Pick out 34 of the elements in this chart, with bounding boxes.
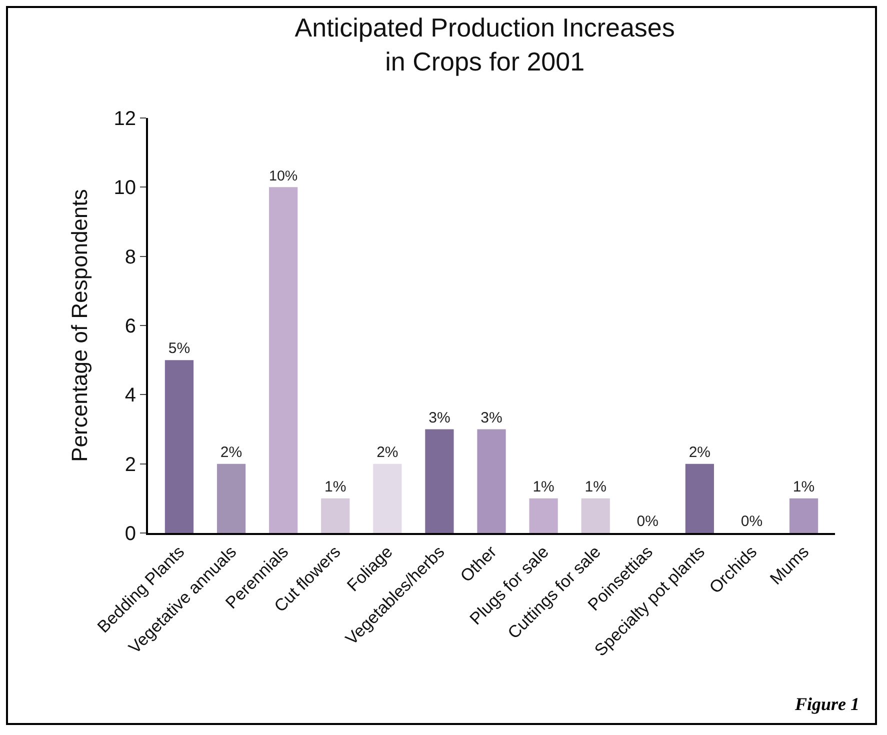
bar [581, 498, 610, 533]
data-label: 1% [324, 478, 346, 496]
data-label: 0% [740, 513, 763, 530]
y-axis-title: Percentage of Respondents [67, 189, 92, 462]
y-tick-label: 4 [124, 384, 136, 407]
y-tick-label: 12 [114, 108, 136, 130]
chart-title: Anticipated Production Increases in Crops for 2001 [294, 12, 675, 76]
bar [269, 187, 298, 533]
bar [216, 464, 246, 533]
y-tick-label: 2 [124, 454, 136, 476]
data-label: 2% [688, 444, 711, 461]
data-label: 2% [220, 444, 242, 461]
y-tick-label: 8 [124, 246, 136, 268]
data-label: 3% [428, 409, 450, 426]
data-label: 1% [532, 478, 554, 496]
bar [164, 360, 194, 533]
caption: Figure 1 [794, 694, 860, 714]
bar [425, 429, 454, 533]
data-label: 0% [636, 513, 658, 530]
bar [789, 498, 818, 533]
data-label: 3% [480, 409, 502, 426]
bar [373, 464, 402, 533]
bar [477, 429, 506, 533]
data-label: 5% [168, 340, 190, 358]
data-label: 1% [792, 478, 815, 496]
data-label: 2% [376, 444, 398, 461]
bar [529, 498, 558, 533]
y-tick-label: 0 [124, 523, 136, 545]
data-label: 10% [269, 168, 298, 184]
y-tick-label: 10 [114, 177, 136, 200]
bar [685, 464, 714, 533]
bar [321, 498, 350, 533]
y-tick-label: 6 [124, 316, 136, 338]
data-label: 1% [584, 478, 606, 496]
